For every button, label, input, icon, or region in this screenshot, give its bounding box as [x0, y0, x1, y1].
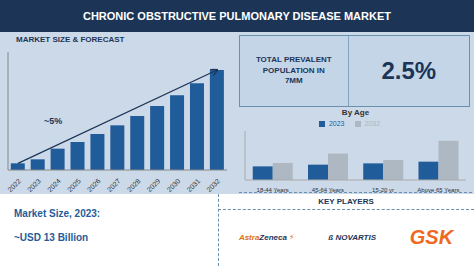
- html-text:GSK: GSK: [409, 225, 454, 248]
- svg-text:2023: 2023: [26, 177, 42, 193]
- html-text:ß NOVARTIS: ß NOVARTIS: [328, 232, 376, 242]
- html-text:TOTAL PREVALENT POPULATION IN: TOTAL PREVALENT POPULATION IN 7MM: [255, 55, 332, 86]
- html-text:Astra Zeneca⚡: Astra Zeneca⚡: [238, 232, 295, 242]
- html-text:~5%: ~5%: [44, 116, 63, 126]
- html-text:~USD 13 Billion: ~USD 13 Billion: [14, 232, 89, 243]
- html-text:By Age: By Age: [341, 108, 370, 117]
- svg-text:2027: 2027: [106, 177, 122, 193]
- html-text:MARKET SIZE & FORECAST: MARKET SIZE & FORECAST: [16, 35, 125, 44]
- html-text:CHRONIC OBSTRUCTIVE PULMONARY: CHRONIC OBSTRUCTIVE PULMONARY DISEASE MA…: [83, 10, 391, 22]
- html-text:2023: 2023: [328, 120, 345, 127]
- svg-text:2029: 2029: [146, 177, 162, 193]
- html-text:Market Size, 2023:: Market Size, 2023:: [14, 208, 101, 219]
- html-text:KEY PLAYERS: KEY PLAYERS: [318, 197, 374, 206]
- svg-text:2031: 2031: [185, 177, 201, 193]
- svg-text:2026: 2026: [86, 177, 102, 193]
- html-text:2.5%: 2.5%: [381, 57, 437, 84]
- svg-text:2024: 2024: [46, 177, 62, 193]
- svg-text:2032: 2032: [205, 177, 221, 193]
- svg-text:2025: 2025: [66, 177, 82, 193]
- html-text:2032: 2032: [364, 120, 381, 127]
- svg-text:2028: 2028: [126, 177, 142, 193]
- svg-text:2022: 2022: [8, 177, 22, 193]
- svg-text:2030: 2030: [165, 177, 181, 193]
